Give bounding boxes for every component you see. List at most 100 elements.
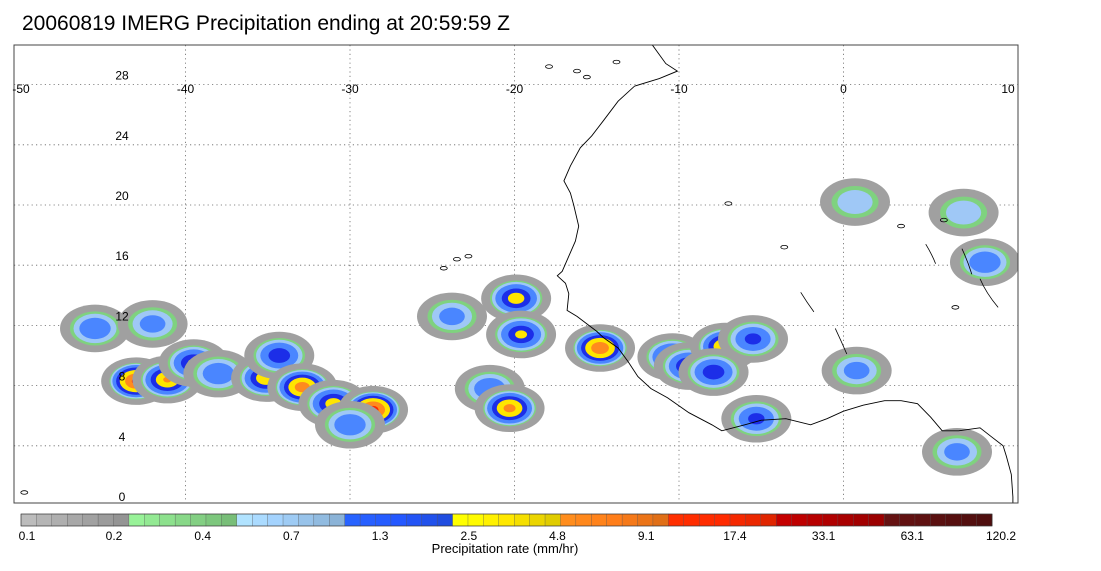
rain-intensity-contour [268, 348, 291, 363]
colorbar [20, 513, 993, 527]
colorbar-swatch [359, 513, 376, 527]
colorbar-swatch [976, 513, 993, 527]
colorbar-swatch [899, 513, 916, 527]
longitude-labels: -50 -40 -30 -20 -10 0 10 [12, 82, 1015, 96]
rain-intensity-contour [837, 190, 873, 214]
colorbar-swatch [683, 513, 700, 527]
colorbar-tick-label: 4.8 [549, 529, 566, 543]
coastline-africa [556, 45, 1014, 503]
colorbar-swatch [575, 513, 592, 527]
island-outline [439, 266, 448, 271]
colorbar-swatch [159, 513, 176, 527]
colorbar-swatch [806, 513, 823, 527]
plot-area [14, 45, 1018, 503]
colorbar-swatch [914, 513, 931, 527]
island-outline [582, 74, 591, 80]
rain-cell [315, 400, 385, 449]
colorbar-swatch [421, 513, 438, 527]
lat-tick-label: 24 [115, 129, 129, 143]
rain-cell [481, 274, 552, 323]
colorbar-frame [20, 513, 993, 527]
island-outline [464, 254, 473, 259]
colorbar-swatch [144, 513, 161, 527]
coastline [20, 45, 1014, 503]
colorbar-swatch [776, 513, 793, 527]
colorbar-swatch [190, 513, 207, 527]
island-outline [20, 490, 29, 495]
rain-field [60, 178, 1018, 476]
colorbar-tick-label: 0.4 [194, 529, 211, 543]
colorbar-swatch [822, 513, 839, 527]
colorbar-swatch [868, 513, 885, 527]
colorbar-swatch [174, 513, 192, 527]
lon-tick-label: 10 [1001, 82, 1015, 96]
colorbar-swatch [113, 513, 130, 527]
colorbar-tick-label: 2.5 [460, 529, 477, 543]
colorbar-swatch [20, 513, 37, 527]
colorbar-swatch [637, 513, 654, 527]
lat-tick-label: 20 [115, 189, 129, 203]
lat-tick-label: 28 [115, 69, 129, 83]
colorbar-tick-label: 0.7 [283, 529, 300, 543]
rain-intensity-contour [139, 315, 166, 333]
colorbar-swatch [375, 513, 392, 527]
lat-tick-label: 16 [115, 249, 129, 263]
rain-intensity-contour [507, 292, 525, 304]
colorbar-tick-label: 63.1 [901, 529, 925, 543]
colorbar-swatch [329, 513, 346, 527]
rain-cell [821, 346, 892, 395]
colorbar-label: Precipitation rate (mm/hr) [431, 541, 579, 556]
rain-cell [565, 324, 636, 372]
rain-intensity-contour [945, 200, 982, 225]
colorbar-swatch [745, 513, 762, 527]
island-outline [453, 257, 461, 262]
colorbar-swatch [298, 513, 315, 527]
colorbar-tick-label: 33.1 [812, 529, 836, 543]
colorbar-swatch [883, 513, 900, 527]
colorbar-tick-label: 120.2 [986, 529, 1016, 543]
colorbar-swatch [668, 513, 685, 527]
colorbar-swatch [621, 513, 638, 527]
colorbar-swatch [714, 513, 731, 527]
rain-intensity-contour [439, 307, 465, 326]
colorbar-swatch [82, 513, 99, 527]
plot-frame [13, 44, 1019, 504]
lon-tick-label: 0 [840, 82, 847, 96]
colorbar-swatch [36, 513, 53, 527]
lon-tick-label: -30 [341, 82, 359, 96]
river-outline [800, 292, 815, 313]
colorbar-swatch [930, 513, 947, 527]
lat-tick-label: 0 [119, 490, 126, 504]
colorbar-swatch [390, 513, 407, 527]
rain-cell [820, 178, 891, 226]
rain-cell [117, 300, 188, 348]
colorbar-swatch [544, 513, 561, 527]
colorbar-swatch [97, 513, 114, 527]
colorbar-tick-label: 17.4 [723, 529, 747, 543]
rain-intensity-contour [79, 317, 111, 340]
colorbar-swatch [652, 513, 669, 527]
island-outline [780, 244, 789, 250]
colorbar-swatch [236, 513, 253, 527]
lon-tick-label: -20 [506, 82, 524, 96]
rain-cell [486, 310, 557, 359]
colorbar-swatch [267, 513, 284, 527]
colorbar-swatch [221, 513, 238, 527]
island-outline [612, 59, 621, 65]
rain-cell [949, 238, 1018, 287]
colorbar-tick-label: 0.1 [19, 529, 36, 543]
rain-intensity-contour [202, 362, 235, 385]
rain-cell [718, 315, 789, 363]
island-outline [897, 223, 905, 229]
lon-tick-label: -10 [670, 82, 688, 96]
island-outline [545, 64, 553, 69]
rain-cell [416, 292, 487, 341]
rain-intensity-contour [334, 414, 366, 436]
river-outline [834, 328, 848, 355]
colorbar-swatch [760, 513, 777, 527]
rain-intensity-contour [748, 413, 765, 425]
colorbar-swatch [406, 513, 423, 527]
colorbar-swatch [514, 513, 531, 527]
rain-cell [474, 384, 545, 433]
